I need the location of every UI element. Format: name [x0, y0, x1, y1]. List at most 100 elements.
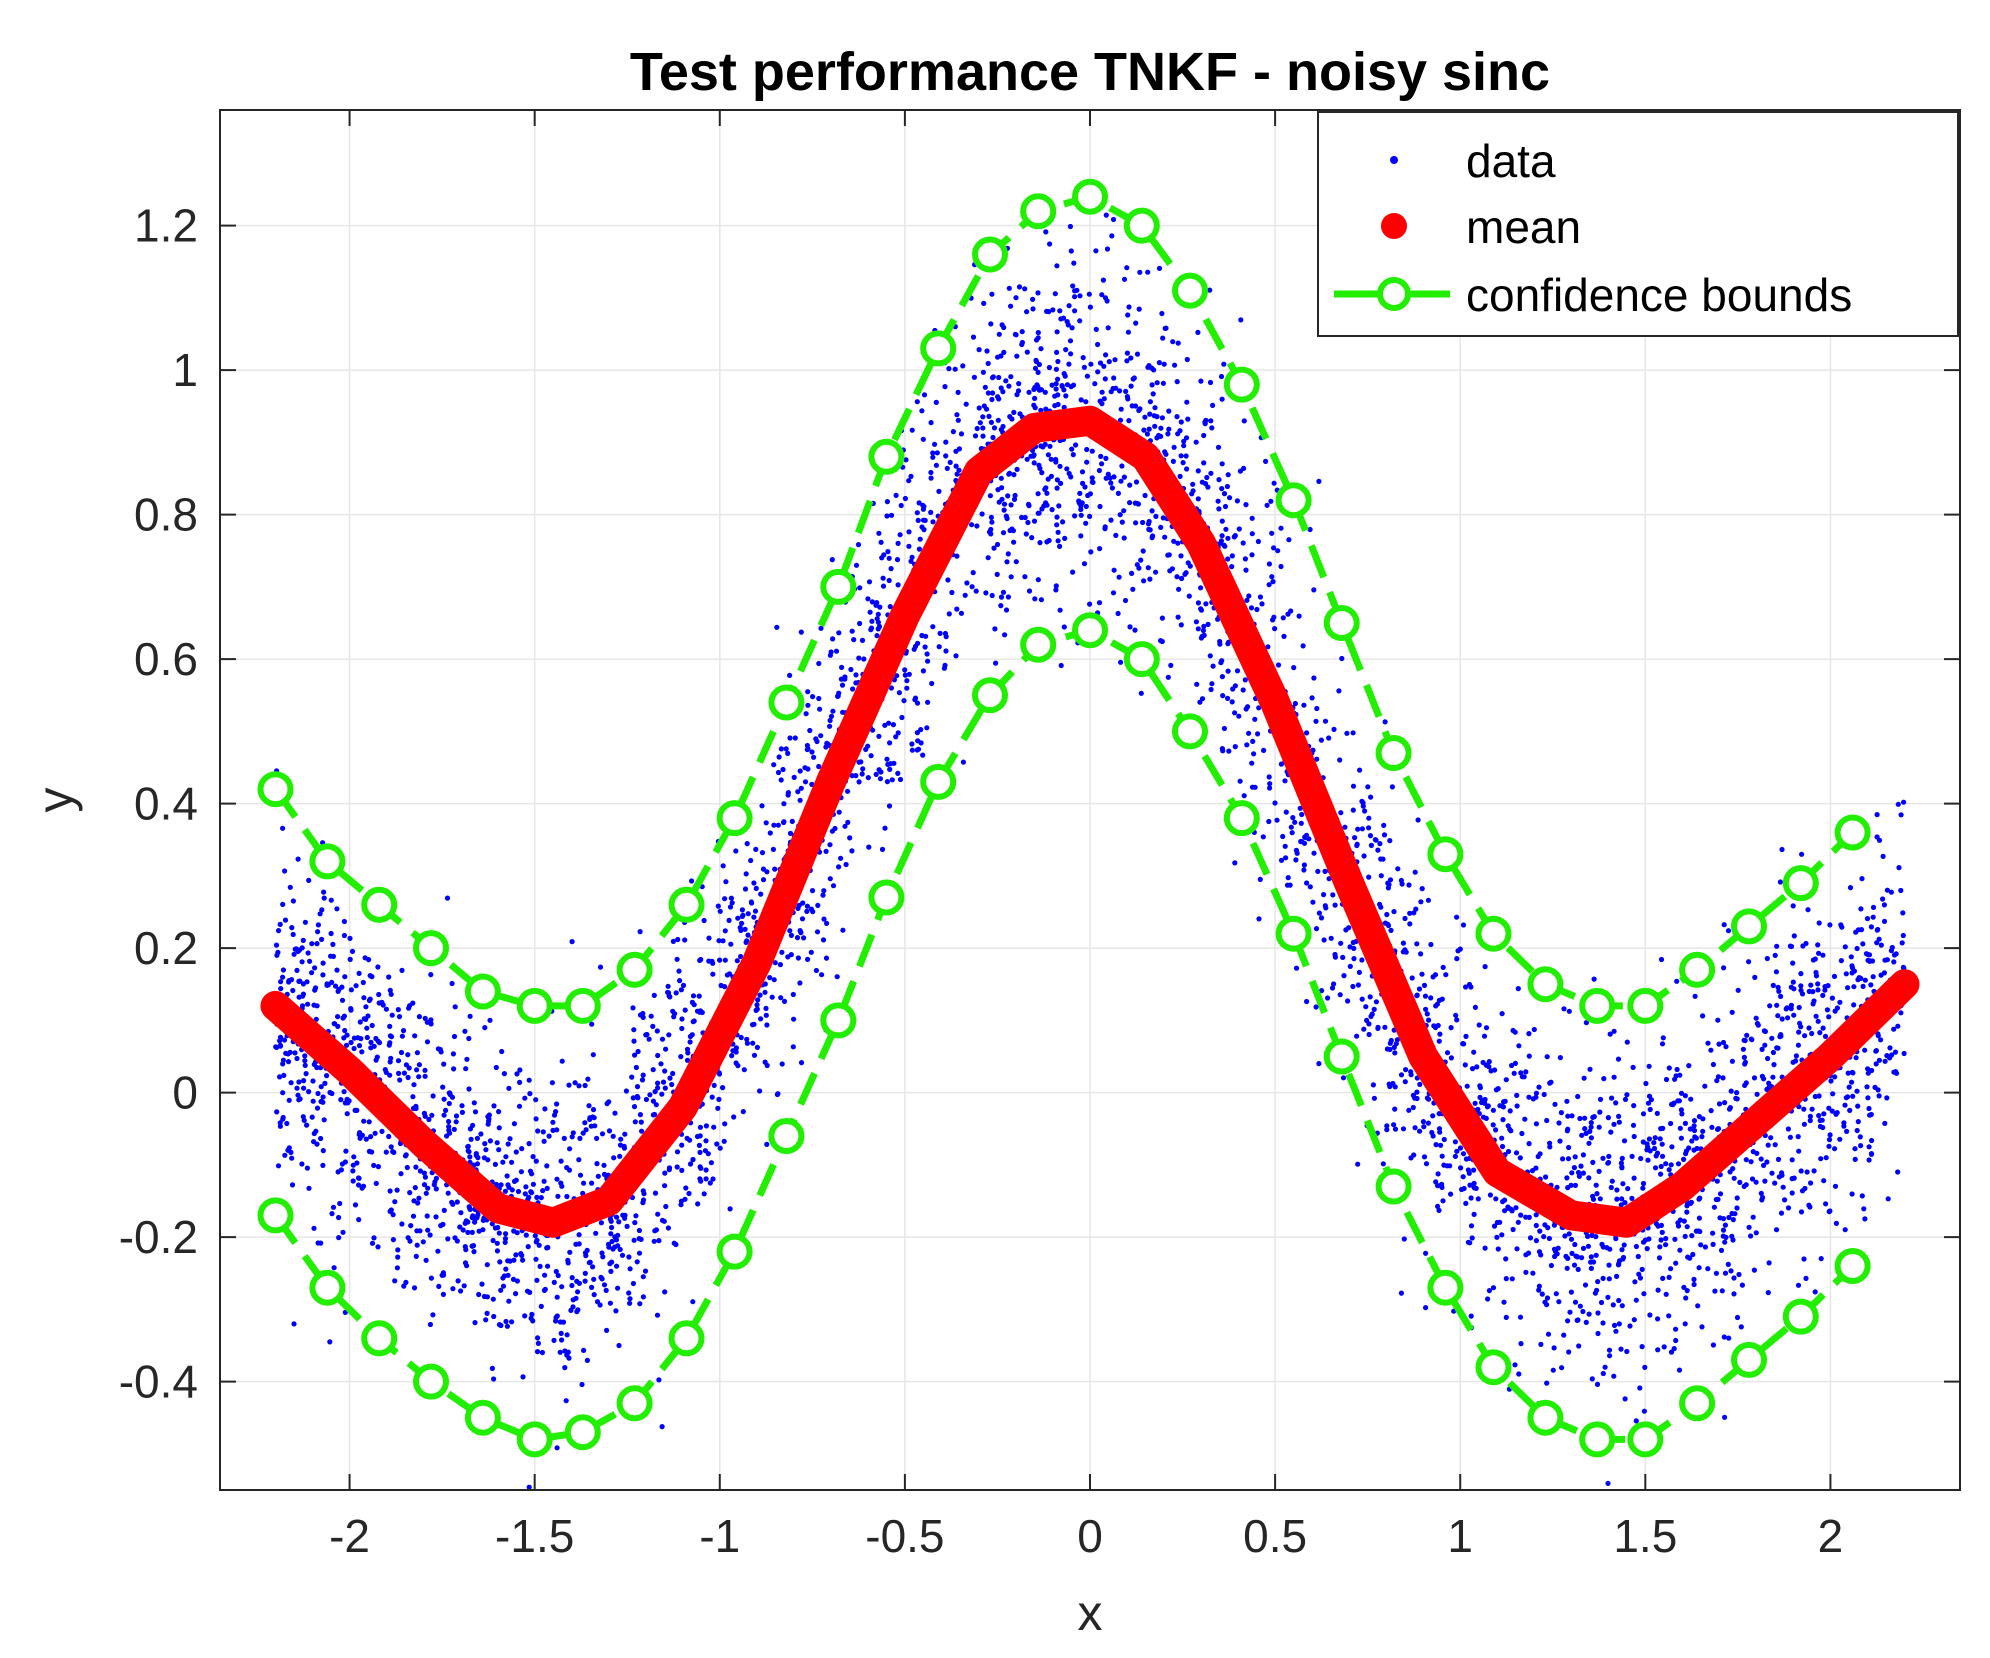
data-point [1526, 1031, 1532, 1037]
data-point [1448, 1191, 1454, 1197]
data-point [1831, 973, 1838, 980]
data-point [842, 674, 848, 680]
data-point [1600, 1244, 1606, 1250]
data-point [1330, 892, 1336, 898]
data-point [327, 1089, 333, 1096]
data-point [1878, 1037, 1884, 1043]
data-point [908, 558, 914, 564]
data-point [1420, 1119, 1426, 1125]
data-point [1144, 431, 1150, 437]
data-point [1866, 1157, 1872, 1163]
data-point [627, 1266, 633, 1272]
data-point [1050, 307, 1056, 313]
data-point [555, 1193, 561, 1199]
data-point [770, 846, 777, 853]
data-point [314, 941, 320, 947]
data-point [1174, 414, 1180, 420]
data-point [878, 539, 884, 545]
data-point [1249, 531, 1255, 537]
data-point [411, 1285, 418, 1291]
data-point [1868, 1151, 1875, 1157]
data-point [830, 636, 836, 642]
data-point [280, 1114, 286, 1121]
data-point [421, 1170, 427, 1176]
data-point [887, 740, 893, 746]
data-point [1019, 339, 1025, 346]
data-point [594, 1299, 601, 1305]
data-point [859, 637, 866, 644]
data-point [1817, 1030, 1823, 1036]
data-point [282, 1152, 288, 1158]
data-point [1809, 1030, 1815, 1037]
data-point [462, 1028, 468, 1034]
data-point [1482, 1245, 1488, 1251]
data-point [1413, 906, 1419, 912]
data-point [1219, 674, 1225, 680]
data-point [1806, 1025, 1812, 1031]
lower-bound-marker [1223, 800, 1260, 837]
upper-bound-marker [1731, 908, 1767, 945]
data-point [320, 1162, 326, 1168]
data-point [513, 1291, 519, 1297]
data-point [1659, 1153, 1666, 1159]
data-point [1225, 695, 1231, 702]
data-point [1429, 1129, 1435, 1136]
data-point [1490, 1107, 1496, 1113]
data-point [1536, 1084, 1542, 1090]
data-point [1035, 335, 1041, 341]
data-point [1472, 1100, 1478, 1106]
data-point [564, 1165, 570, 1171]
data-point [1679, 1111, 1685, 1117]
data-point [1426, 1096, 1432, 1102]
data-point [569, 939, 575, 945]
data-point [1867, 1112, 1873, 1118]
data-point [422, 1174, 428, 1180]
data-point [1852, 1146, 1858, 1152]
data-point [909, 747, 916, 753]
data-point [534, 1194, 540, 1200]
data-point [783, 746, 789, 752]
data-point [1607, 1353, 1613, 1359]
data-point [1671, 1346, 1677, 1352]
data-point [1579, 1255, 1585, 1261]
data-point [1079, 500, 1085, 506]
data-point [662, 1068, 668, 1074]
data-point [1053, 386, 1059, 392]
data-point [1321, 892, 1327, 898]
data-point [1219, 486, 1225, 492]
data-point [1564, 1265, 1570, 1271]
data-point [1366, 815, 1372, 821]
data-point [615, 1285, 621, 1291]
data-point [1097, 360, 1104, 366]
data-point [1425, 897, 1431, 903]
data-point [827, 723, 833, 729]
data-point [1734, 1205, 1740, 1211]
data-point [1481, 1033, 1488, 1039]
data-point [1795, 1282, 1802, 1288]
data-point [452, 1235, 458, 1241]
data-point [1624, 1092, 1630, 1098]
data-point [1267, 781, 1273, 787]
data-point [1826, 1105, 1832, 1111]
data-point [328, 930, 334, 937]
data-point [1054, 349, 1060, 355]
confidence-bounds [257, 178, 1871, 1458]
data-point [1243, 502, 1249, 508]
data-point [684, 1057, 691, 1063]
data-point [440, 1291, 446, 1297]
data-point [753, 885, 759, 892]
data-point [897, 776, 904, 783]
data-point [751, 1052, 758, 1058]
data-point [526, 1141, 532, 1147]
data-point [1219, 533, 1225, 539]
data-point [1124, 350, 1130, 356]
data-point [1682, 1120, 1688, 1126]
data-point [954, 553, 960, 559]
data-point [520, 1374, 526, 1380]
data-point [1866, 1144, 1872, 1150]
data-point [1266, 774, 1272, 780]
data-point [772, 866, 778, 872]
data-point [1487, 1192, 1493, 1198]
data-point [452, 1004, 458, 1010]
data-point [1193, 439, 1199, 445]
